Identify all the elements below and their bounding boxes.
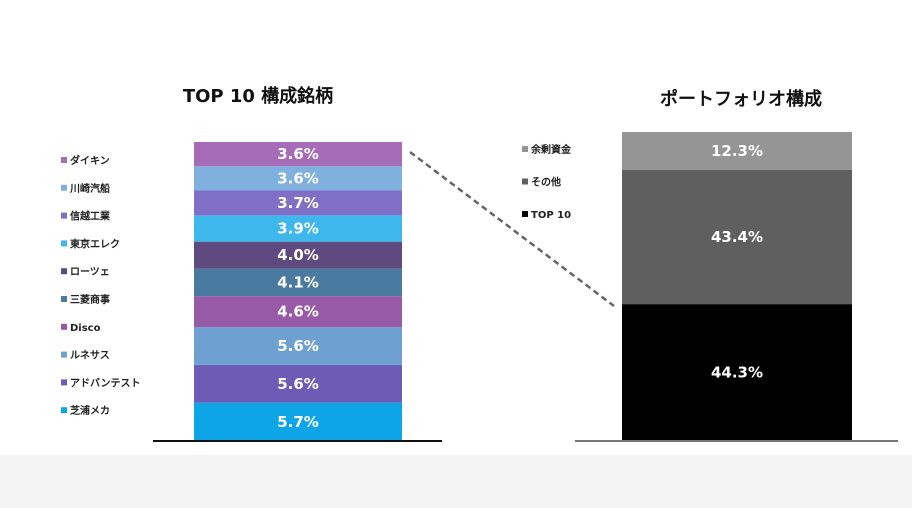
segment-label-0: 44.3% [711, 364, 763, 382]
legend-swatch-0 [522, 211, 528, 217]
connector-line [409, 151, 615, 307]
footer-band [0, 455, 912, 508]
segment-label-8: 3.6% [277, 169, 319, 187]
segment-label-1: 5.6% [277, 375, 319, 393]
legend-swatch-0 [61, 407, 67, 414]
legend-label-0: TOP 10 [531, 210, 571, 221]
segment-label-6: 3.9% [277, 220, 319, 238]
legend-label-0: 芝浦メカ [70, 404, 110, 417]
legend-swatch-9 [61, 157, 67, 163]
bar-segment-1 [622, 170, 852, 305]
segment-label-5: 4.0% [277, 246, 319, 264]
legend-label-3: Disco [70, 323, 101, 334]
bar-segment-9 [194, 142, 402, 167]
segment-label-2: 12.3% [711, 142, 763, 160]
legend-label-7: 信越工業 [70, 210, 111, 223]
legend-swatch-2 [522, 146, 528, 152]
legend-swatch-3 [61, 323, 67, 330]
legend-swatch-1 [522, 178, 528, 185]
legend-label-1: アドバンテスト [70, 377, 141, 389]
legend-label-8: 川崎汽船 [69, 182, 110, 195]
top10-chart-title: TOP 10 構成銘柄 [183, 85, 333, 107]
legend-swatch-5 [61, 268, 67, 275]
bar-segment-1 [194, 364, 402, 403]
segment-label-2: 5.6% [277, 337, 319, 355]
segment-label-9: 3.6% [277, 145, 319, 163]
bar-segment-0 [622, 304, 852, 441]
bar-segment-3 [194, 296, 402, 328]
bar-segment-6 [194, 215, 402, 242]
legend-swatch-7 [61, 212, 67, 219]
legend-label-4: 三菱商事 [70, 293, 110, 306]
bar-segment-5 [194, 241, 402, 269]
legend-swatch-2 [61, 351, 67, 358]
segment-label-3: 4.6% [277, 303, 319, 321]
legend-swatch-8 [61, 184, 67, 191]
legend-swatch-6 [61, 240, 67, 247]
segment-label-7: 3.7% [277, 194, 319, 212]
legend-label-9: ダイキン [70, 154, 110, 167]
bar-segment-2 [194, 327, 402, 365]
legend-label-1: その他 [531, 176, 561, 189]
legend-label-2: 余剰資金 [530, 143, 572, 156]
portfolio-chart-title: ポートフォリオ構成 [660, 88, 822, 110]
legend-label-6: 東京エレク [70, 237, 120, 250]
bar-segment-7 [194, 190, 402, 216]
top10-stacked-bar: 5.7% 5.6% 5.6% 4.6% 4.1% 4.0% 3.9% 3.7% 3.6% 3.6% [194, 142, 402, 441]
segment-label-4: 4.1% [277, 273, 319, 291]
segment-label-1: 43.4% [711, 228, 763, 246]
bar-segment-0 [194, 402, 402, 441]
legend-label-5: ローツェ [70, 266, 110, 278]
bar-segment-8 [194, 166, 402, 191]
legend-label-2: ルネサス [70, 350, 110, 362]
portfolio-stacked-bar: 44.3% 43.4% 12.3% [622, 132, 852, 441]
bar-segment-2 [622, 132, 852, 171]
bar-segment-4 [194, 268, 402, 297]
segment-label-0: 5.7% [277, 413, 319, 431]
legend-swatch-4 [61, 296, 67, 302]
legend-swatch-1 [61, 379, 67, 386]
